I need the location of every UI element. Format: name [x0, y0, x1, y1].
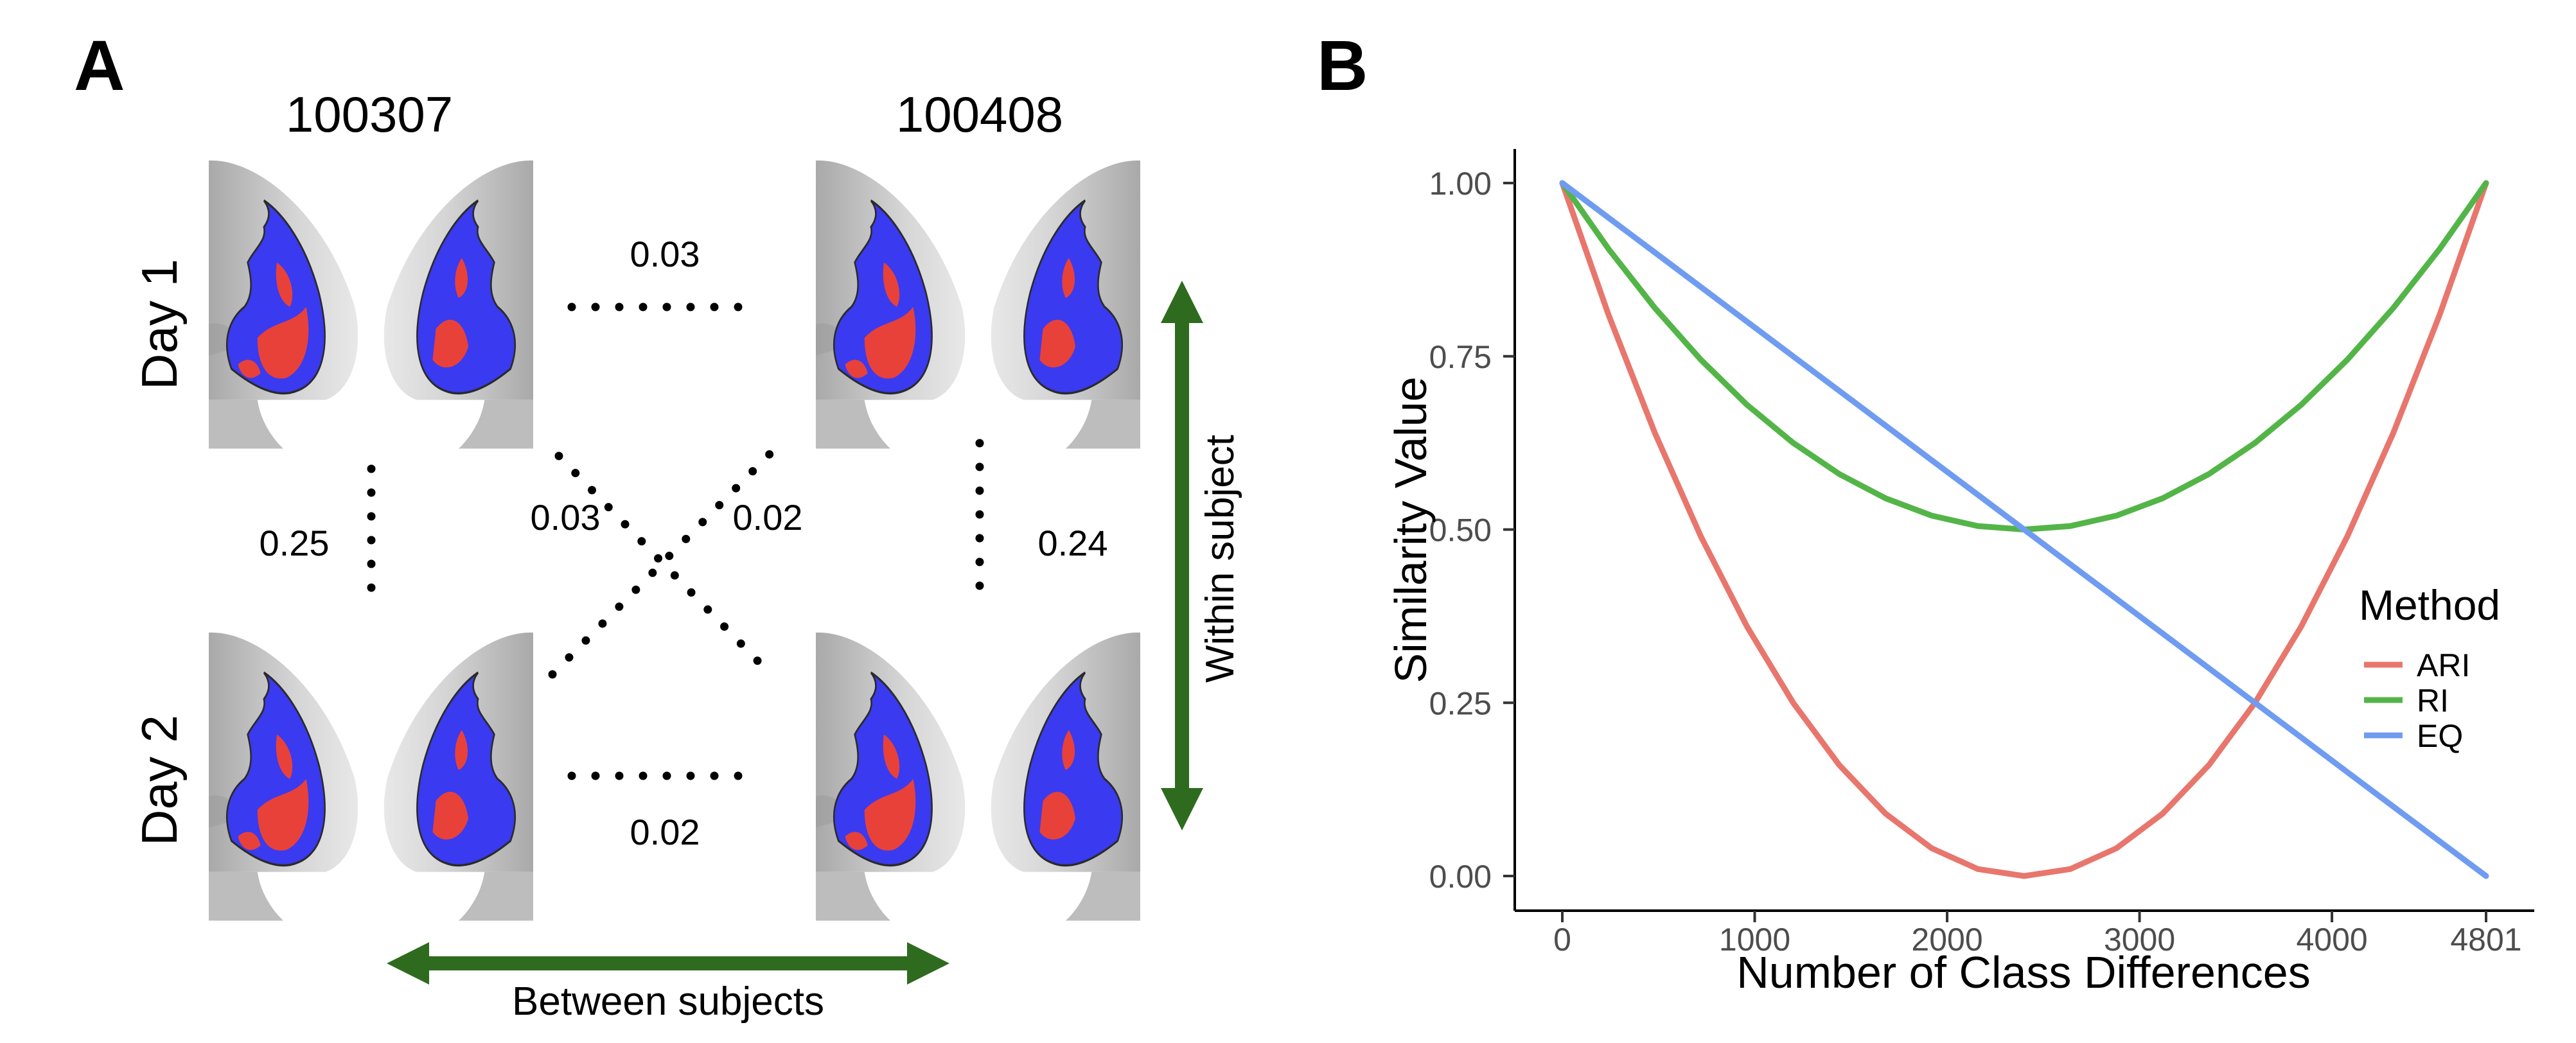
panel-b-letter: B [1317, 26, 1368, 105]
legend-label-ri: RI [2417, 683, 2449, 719]
x-tick-label: 0 [1553, 922, 1571, 958]
y-tick-label: 0.75 [1429, 339, 1492, 375]
legend-title: Method [2359, 581, 2500, 629]
brain-image-100307-day2 [207, 631, 534, 922]
similarity-right: 0.24 [1038, 523, 1108, 563]
similarity-left: 0.25 [260, 523, 330, 563]
x-tick-label: 1000 [1719, 922, 1790, 958]
x-axis-label: Number of Class Differences [1736, 947, 2311, 997]
subject-label-2: 100408 [896, 86, 1063, 143]
similarity-cross-up: 0.02 [733, 497, 803, 538]
series-line-ari [1559, 180, 2489, 879]
dotted-connectors [367, 302, 984, 780]
y-ticks: 0.00 0.25 0.50 0.75 1.00 [1429, 166, 1515, 895]
y-tick-label: 0.00 [1429, 859, 1492, 895]
line-chart: 0 1000 2000 3000 4000 4801 0.00 0.25 0.50 0.75 1.… [1386, 149, 2534, 997]
within-subject-label: Within subject [1198, 435, 1242, 683]
x-tick-label: 2000 [1911, 922, 1982, 958]
brain-image-100408-day2 [815, 631, 1142, 922]
panel-b: B 0 1000 2000 3000 4000 4801 0.00 0.25 0.50 0.75… [1317, 26, 2534, 997]
between-subjects-label: Between subjects [512, 979, 824, 1024]
panel-a-letter: A [74, 26, 125, 105]
similarity-cross-down: 0.03 [531, 497, 601, 538]
x-tick-label: 4801 [2450, 922, 2521, 958]
brain-image-100307-day1 [207, 159, 534, 450]
legend-label-eq: EQ [2417, 718, 2463, 754]
y-tick-label: 1.00 [1429, 166, 1492, 202]
series-line-ri [1559, 180, 2489, 532]
day-label-2: Day 2 [131, 715, 188, 846]
y-tick-label: 0.50 [1429, 513, 1492, 548]
brain-image-100408-day1 [815, 159, 1142, 450]
y-axis-label: Similarity Value [1386, 376, 1436, 683]
panel-a: A 100307 100408 Day 1 Day 2 0.03 0.0 [74, 26, 1242, 1024]
series-line-eq [1559, 180, 2489, 879]
x-ticks: 0 1000 2000 3000 4000 4801 [1553, 911, 2522, 958]
x-tick-label: 3000 [2104, 922, 2175, 958]
subject-label-1: 100307 [286, 86, 453, 143]
y-tick-label: 0.25 [1429, 685, 1492, 721]
legend-label-ari: ARI [2417, 647, 2470, 683]
similarity-top: 0.03 [630, 234, 700, 274]
connector-cross-up [548, 445, 779, 679]
similarity-bottom: 0.02 [630, 812, 700, 852]
day-label-1: Day 1 [131, 259, 188, 390]
connector-cross-down [554, 451, 769, 672]
x-tick-label: 4000 [2296, 922, 2367, 958]
series-lines [1559, 180, 2489, 879]
